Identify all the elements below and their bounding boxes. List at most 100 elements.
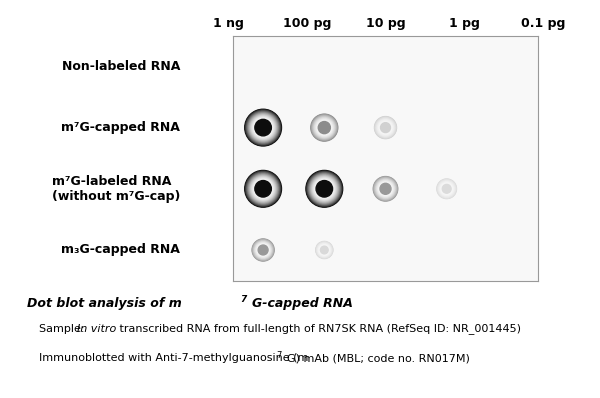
- Circle shape: [251, 176, 275, 201]
- Circle shape: [253, 240, 274, 260]
- Circle shape: [439, 181, 454, 197]
- Circle shape: [256, 243, 270, 257]
- Text: In vitro: In vitro: [77, 324, 116, 334]
- Circle shape: [319, 245, 329, 255]
- Circle shape: [318, 121, 331, 134]
- Circle shape: [377, 181, 394, 197]
- Text: 7: 7: [240, 295, 246, 304]
- Circle shape: [256, 243, 270, 257]
- Circle shape: [247, 111, 279, 144]
- Circle shape: [376, 179, 395, 199]
- Circle shape: [439, 181, 454, 196]
- Circle shape: [379, 182, 392, 196]
- Circle shape: [313, 116, 336, 139]
- Circle shape: [379, 182, 392, 195]
- Circle shape: [315, 118, 334, 137]
- Circle shape: [251, 177, 275, 201]
- Circle shape: [319, 244, 331, 256]
- Circle shape: [320, 246, 329, 254]
- Circle shape: [315, 119, 334, 137]
- Circle shape: [378, 120, 393, 135]
- Circle shape: [375, 117, 396, 138]
- Text: G) mAb (MBL; code no. RN017M): G) mAb (MBL; code no. RN017M): [287, 353, 470, 363]
- Circle shape: [377, 119, 394, 136]
- Circle shape: [375, 117, 396, 138]
- Circle shape: [380, 122, 391, 133]
- Circle shape: [248, 113, 278, 142]
- Circle shape: [442, 184, 451, 193]
- Circle shape: [306, 170, 343, 207]
- Circle shape: [320, 245, 329, 255]
- Circle shape: [314, 117, 335, 138]
- Circle shape: [317, 242, 332, 258]
- Circle shape: [246, 110, 280, 145]
- Circle shape: [442, 184, 451, 193]
- Circle shape: [442, 185, 451, 193]
- Circle shape: [316, 242, 332, 258]
- Circle shape: [437, 179, 456, 198]
- Circle shape: [314, 117, 335, 138]
- Circle shape: [318, 121, 331, 134]
- Circle shape: [245, 170, 281, 207]
- Circle shape: [245, 171, 281, 207]
- Circle shape: [247, 172, 280, 205]
- Circle shape: [258, 245, 268, 255]
- Circle shape: [246, 172, 280, 206]
- Circle shape: [376, 117, 395, 138]
- Circle shape: [307, 172, 341, 206]
- Circle shape: [249, 175, 277, 203]
- Text: 100 pg: 100 pg: [283, 17, 331, 30]
- Circle shape: [253, 178, 274, 199]
- Circle shape: [380, 123, 391, 133]
- Circle shape: [253, 240, 273, 259]
- Circle shape: [380, 183, 391, 195]
- Circle shape: [253, 179, 273, 199]
- Circle shape: [255, 242, 271, 258]
- Circle shape: [247, 111, 280, 144]
- Circle shape: [254, 180, 272, 197]
- Circle shape: [440, 182, 454, 196]
- Circle shape: [254, 119, 272, 136]
- Circle shape: [254, 118, 272, 137]
- Circle shape: [441, 183, 452, 195]
- Circle shape: [309, 173, 340, 205]
- Circle shape: [247, 173, 279, 205]
- Text: 1 pg: 1 pg: [449, 17, 479, 30]
- Circle shape: [319, 244, 330, 256]
- Circle shape: [376, 118, 395, 137]
- Circle shape: [313, 177, 336, 201]
- Circle shape: [377, 181, 394, 197]
- Circle shape: [374, 178, 397, 200]
- Circle shape: [317, 121, 331, 135]
- Circle shape: [256, 242, 271, 258]
- Circle shape: [254, 180, 272, 198]
- Circle shape: [258, 245, 269, 256]
- Circle shape: [376, 118, 395, 137]
- Circle shape: [307, 171, 342, 207]
- Circle shape: [317, 243, 332, 257]
- Circle shape: [440, 183, 453, 195]
- Circle shape: [376, 179, 395, 199]
- Circle shape: [254, 179, 272, 198]
- Circle shape: [319, 245, 329, 255]
- Circle shape: [379, 121, 392, 134]
- Text: transcribed RNA from full-length of RN7SK RNA (RefSeq ID: NR_001445): transcribed RNA from full-length of RN7S…: [116, 324, 521, 334]
- Circle shape: [373, 177, 398, 201]
- Circle shape: [316, 242, 333, 259]
- Circle shape: [374, 117, 397, 139]
- Circle shape: [440, 182, 453, 195]
- Circle shape: [311, 176, 337, 202]
- Circle shape: [316, 180, 333, 197]
- Text: m₃G-capped RNA: m₃G-capped RNA: [61, 244, 180, 256]
- Text: Non-labeled RNA: Non-labeled RNA: [62, 60, 180, 73]
- Circle shape: [377, 119, 394, 136]
- Circle shape: [257, 244, 269, 256]
- Circle shape: [314, 178, 335, 199]
- Circle shape: [250, 176, 277, 202]
- Circle shape: [311, 114, 338, 141]
- Circle shape: [251, 116, 275, 139]
- Circle shape: [380, 183, 391, 195]
- Circle shape: [375, 178, 396, 199]
- Circle shape: [255, 181, 271, 197]
- Circle shape: [315, 179, 334, 198]
